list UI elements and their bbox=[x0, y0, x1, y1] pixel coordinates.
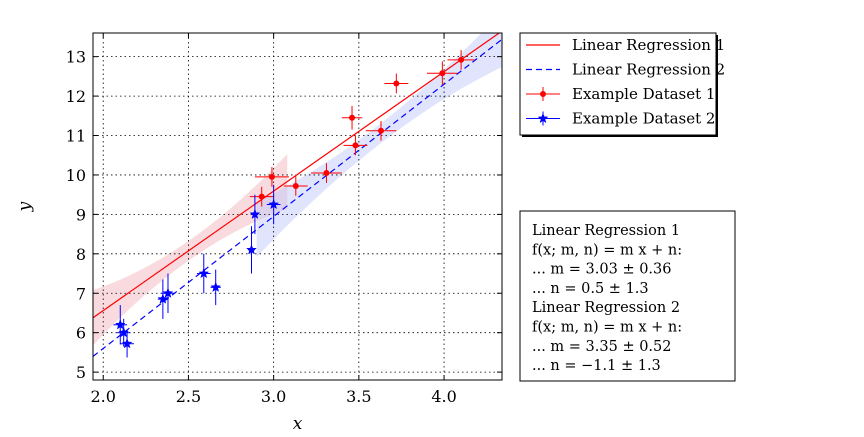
circle-marker bbox=[458, 56, 465, 63]
star-marker bbox=[210, 281, 222, 292]
circle-marker bbox=[378, 127, 385, 134]
data-point-1 bbox=[427, 61, 458, 86]
fit-box-line: Linear Regression 2 bbox=[532, 300, 680, 316]
data-point-1 bbox=[343, 135, 368, 156]
legend-label: Example Dataset 2 bbox=[572, 110, 715, 128]
legend-label: Linear Regression 1 bbox=[572, 36, 725, 54]
regression-lines bbox=[93, 33, 502, 357]
data-point-2 bbox=[161, 273, 175, 313]
star-marker bbox=[121, 338, 133, 349]
fit-box-line: f(x; m, n) = m x + n: bbox=[532, 320, 682, 336]
data-point-1 bbox=[283, 176, 308, 196]
y-tick-label: 9 bbox=[76, 205, 86, 224]
circle-marker bbox=[349, 114, 356, 121]
star-marker bbox=[198, 267, 210, 279]
legend: Linear Regression 1 Linear Regression 2 Ex… bbox=[519, 32, 725, 137]
data-point-1 bbox=[341, 105, 363, 130]
legend-item: Linear Regression 1 bbox=[526, 36, 725, 54]
data-point-2 bbox=[246, 226, 257, 274]
x-tick-label: 2.0 bbox=[90, 387, 115, 406]
y-tick-label: 5 bbox=[76, 363, 86, 382]
data-point-1 bbox=[365, 120, 397, 141]
legend-item: Example Dataset 1 bbox=[526, 85, 715, 103]
fit-box-line: ... m = 3.35 ± 0.52 bbox=[532, 339, 672, 355]
circle-marker bbox=[323, 169, 330, 176]
legend-item: Example Dataset 2 bbox=[526, 110, 715, 128]
regression-line-1 bbox=[93, 33, 501, 319]
data-point-2 bbox=[210, 269, 222, 306]
data-point-1 bbox=[447, 49, 475, 70]
y-tick-label: 13 bbox=[66, 48, 86, 67]
fit-box-line: ... n = −1.1 ± 1.3 bbox=[532, 358, 661, 374]
circle-marker bbox=[258, 193, 265, 200]
data-point-1 bbox=[311, 163, 342, 183]
axis-ticks: 2.0 2.5 3.0 3.5 4.0 5 6 7 8 9 10 11 12 13 bbox=[66, 33, 502, 406]
legend-label: Example Dataset 1 bbox=[572, 85, 715, 103]
data-points bbox=[113, 49, 475, 358]
fit-box-frame bbox=[519, 210, 736, 382]
data-point-1 bbox=[249, 186, 274, 207]
legend-circle-marker bbox=[540, 91, 546, 97]
star-marker bbox=[246, 244, 257, 255]
legend-label: Linear Regression 2 bbox=[572, 61, 725, 79]
legend-star-marker bbox=[537, 112, 549, 124]
plot-frame bbox=[92, 32, 503, 381]
circle-marker bbox=[268, 173, 275, 180]
x-tick-label: 2.5 bbox=[176, 387, 201, 406]
data-point-1 bbox=[384, 73, 409, 94]
star-marker bbox=[268, 198, 280, 210]
star-marker bbox=[162, 287, 174, 298]
star-marker bbox=[157, 293, 169, 304]
data-point-2 bbox=[120, 329, 134, 358]
y-tick-label: 11 bbox=[66, 127, 86, 146]
x-tick-label: 3.0 bbox=[261, 387, 286, 406]
data-point-2 bbox=[266, 184, 281, 225]
y-tick-label: 8 bbox=[76, 245, 86, 264]
circle-marker bbox=[439, 70, 446, 77]
fit-box-line: ... n = 0.5 ± 1.3 bbox=[532, 281, 649, 297]
regression-line-2 bbox=[93, 38, 502, 357]
circle-marker bbox=[352, 142, 359, 149]
data-point-1 bbox=[254, 167, 289, 187]
y-tick-label: 10 bbox=[66, 166, 86, 185]
data-point-2 bbox=[249, 194, 261, 235]
y-tick-label: 6 bbox=[76, 324, 86, 343]
x-tick-label: 3.5 bbox=[346, 387, 371, 406]
y-tick-label: 7 bbox=[76, 284, 86, 303]
data-point-2 bbox=[157, 279, 169, 319]
fit-box-line: f(x; m, n) = m x + n: bbox=[532, 242, 682, 258]
circle-marker bbox=[393, 80, 400, 87]
x-axis-label: x bbox=[293, 414, 303, 432]
y-axis-label: y bbox=[15, 201, 35, 212]
confidence-bands bbox=[93, 33, 502, 346]
star-marker bbox=[249, 208, 261, 220]
data-point-2 bbox=[196, 253, 211, 294]
x-tick-label: 4.0 bbox=[431, 387, 456, 406]
fit-box-line: Linear Regression 1 bbox=[532, 223, 680, 239]
fit-results-box: Linear Regression 1 f(x; m, n) = m x + n:… bbox=[519, 210, 736, 382]
fit-box-line: ... m = 3.03 ± 0.36 bbox=[532, 262, 672, 278]
confidence-band-2 bbox=[256, 33, 502, 258]
circle-marker bbox=[292, 182, 299, 189]
legend-item: Linear Regression 2 bbox=[526, 61, 725, 79]
y-tick-label: 12 bbox=[66, 87, 86, 106]
